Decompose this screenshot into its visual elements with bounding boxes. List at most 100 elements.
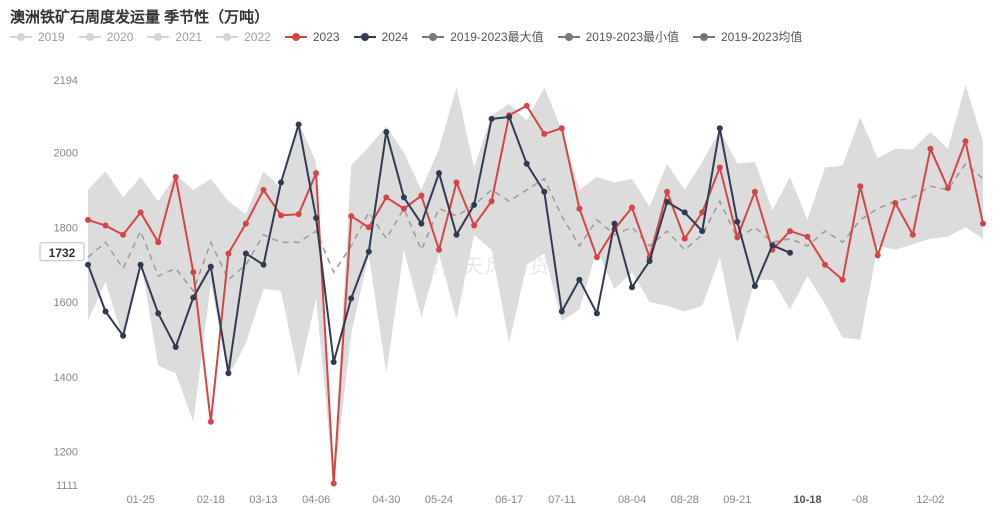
series-y2023-marker	[85, 217, 91, 223]
series-y2023-marker	[138, 209, 144, 215]
series-y2024-marker	[261, 262, 267, 268]
series-y2024-marker	[506, 114, 512, 120]
series-y2023-marker	[875, 252, 881, 258]
series-y2023-marker	[489, 198, 495, 204]
series-y2023-marker	[243, 221, 249, 227]
series-y2023-marker	[261, 187, 267, 193]
series-y2023-marker	[103, 223, 109, 229]
series-y2024-marker	[647, 258, 653, 264]
series-y2024-marker	[366, 249, 372, 255]
series-y2024-marker	[471, 202, 477, 208]
series-y2024-marker	[454, 232, 460, 238]
series-y2024-marker	[612, 221, 618, 227]
series-y2024-marker	[331, 359, 337, 365]
series-y2023-marker	[436, 247, 442, 253]
series-y2023-marker	[366, 224, 372, 230]
svg-text:05-24: 05-24	[425, 494, 453, 506]
chart-container: 澳洲铁矿石周度发运量 季节性（万吨） 201920202021202220232…	[0, 0, 1005, 522]
series-y2023-marker	[980, 221, 986, 227]
series-y2024-marker	[436, 170, 442, 176]
series-y2023-marker	[822, 262, 828, 268]
svg-text:06-17: 06-17	[495, 494, 523, 506]
series-y2024-marker	[594, 310, 600, 316]
svg-text:08-28: 08-28	[671, 494, 699, 506]
series-y2023-marker	[892, 200, 898, 206]
series-y2023-marker	[752, 189, 758, 195]
svg-text:02-18: 02-18	[197, 494, 225, 506]
series-y2024-marker	[769, 242, 775, 248]
series-y2023-marker	[963, 138, 969, 144]
series-y2024-marker	[85, 262, 91, 268]
series-y2023-marker	[927, 146, 933, 152]
svg-text:1200: 1200	[54, 447, 78, 459]
svg-text:1400: 1400	[54, 372, 78, 384]
series-y2023-marker	[857, 183, 863, 189]
series-y2024-marker	[173, 344, 179, 350]
series-y2023-marker	[278, 212, 284, 218]
series-y2023-marker	[524, 103, 530, 109]
series-y2023-marker	[348, 213, 354, 219]
series-y2024-marker	[155, 310, 161, 316]
series-y2024-marker	[243, 251, 249, 257]
series-y2023-marker	[717, 165, 723, 171]
series-y2023-marker	[559, 125, 565, 131]
series-y2024-marker	[787, 250, 793, 256]
svg-text:01-25: 01-25	[127, 494, 155, 506]
svg-text:04-30: 04-30	[372, 494, 400, 506]
series-y2024-marker	[348, 295, 354, 301]
series-y2024-marker	[734, 219, 740, 225]
chart-plot: 1111120014001600180020002194173201-2502-…	[0, 0, 1005, 522]
series-y2023-marker	[383, 194, 389, 200]
series-y2024-marker	[489, 116, 495, 122]
series-y2024-marker	[418, 221, 424, 227]
series-y2024-marker	[682, 209, 688, 215]
series-y2024-marker	[559, 309, 565, 315]
svg-text:1800: 1800	[54, 222, 78, 234]
series-y2023-marker	[576, 206, 582, 212]
series-y2023-marker	[805, 234, 811, 240]
series-y2023-marker	[629, 205, 635, 211]
series-y2023-marker	[208, 419, 214, 425]
svg-text:03-13: 03-13	[249, 494, 277, 506]
series-y2023-marker	[120, 232, 126, 238]
svg-text:04-06: 04-06	[302, 494, 330, 506]
series-y2024-marker	[190, 295, 196, 301]
svg-text:1111: 1111	[56, 480, 78, 492]
series-y2024-marker	[752, 283, 758, 289]
series-y2023-marker	[418, 193, 424, 199]
svg-text:2000: 2000	[54, 148, 78, 160]
series-y2024-marker	[401, 194, 407, 200]
series-y2024-marker	[717, 125, 723, 131]
series-y2023-marker	[173, 174, 179, 180]
series-y2023-marker	[225, 251, 231, 257]
series-y2023-marker	[945, 185, 951, 191]
series-y2023-marker	[541, 131, 547, 137]
svg-text:1600: 1600	[54, 297, 78, 309]
series-y2024-marker	[664, 199, 670, 205]
series-y2023-marker	[787, 228, 793, 234]
series-y2023-marker	[682, 236, 688, 242]
range-band	[88, 85, 983, 483]
series-y2024-marker	[225, 370, 231, 376]
series-y2023-marker	[296, 211, 302, 217]
svg-text:-08: -08	[852, 494, 868, 506]
series-y2024-marker	[383, 129, 389, 135]
series-y2023-marker	[734, 234, 740, 240]
series-y2023-marker	[313, 170, 319, 176]
series-y2024-marker	[278, 180, 284, 186]
series-y2023-marker	[471, 223, 477, 229]
series-y2024-marker	[208, 264, 214, 270]
series-y2024-marker	[138, 262, 144, 268]
series-y2023-marker	[910, 232, 916, 238]
svg-text:2194: 2194	[54, 75, 78, 87]
svg-text:07-11: 07-11	[548, 494, 575, 506]
series-y2024-marker	[524, 161, 530, 167]
svg-text:08-04: 08-04	[618, 494, 646, 506]
series-y2024-marker	[541, 189, 547, 195]
series-y2024-marker	[313, 215, 319, 221]
series-y2024-marker	[699, 228, 705, 234]
series-y2023-marker	[840, 277, 846, 283]
svg-text:09-21: 09-21	[723, 494, 751, 506]
series-y2023-marker	[331, 481, 337, 487]
svg-text:12-02: 12-02	[916, 494, 944, 506]
